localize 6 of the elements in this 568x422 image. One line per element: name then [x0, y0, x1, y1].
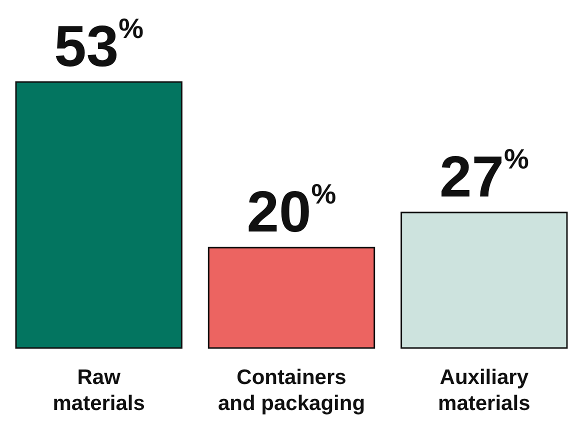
x-tick-label: Auxiliary materials — [438, 366, 530, 415]
data-label: 53$^{%}$ — [54, 13, 144, 79]
x-tick-label: Containers and packaging — [218, 366, 366, 415]
x-tick-label: Raw materials — [52, 366, 145, 415]
data-label: 27$^{%}$ — [439, 143, 529, 210]
data-label: 20$^{%}$ — [246, 178, 336, 245]
